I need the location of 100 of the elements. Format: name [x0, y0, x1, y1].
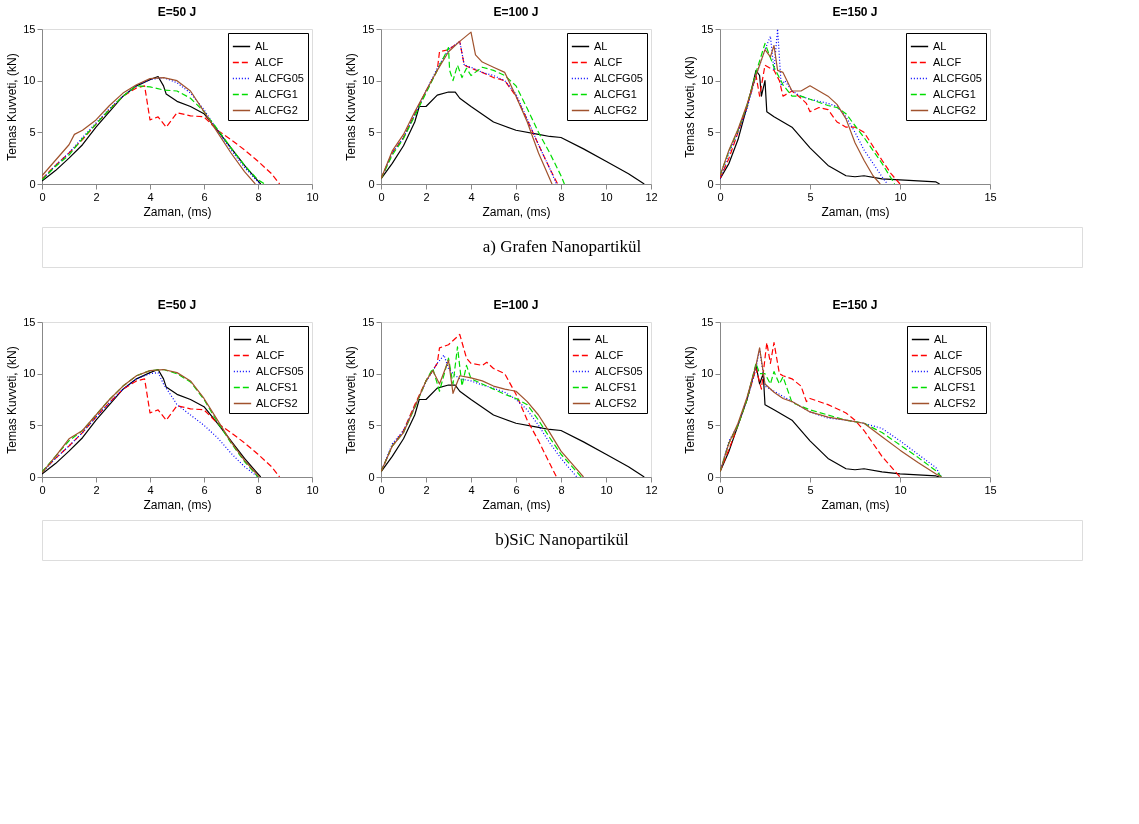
x-tick-label: 10: [894, 483, 907, 496]
x-tick-label: 8: [255, 190, 262, 203]
x-tick-label: 0: [717, 483, 724, 496]
x-tick-label: 4: [468, 483, 475, 496]
chart-title: E=50 J: [157, 298, 197, 312]
x-tick-label: 0: [39, 483, 46, 496]
x-tick-label: 6: [201, 483, 208, 496]
y-tick-label: 0: [368, 470, 375, 483]
x-tick-label: 15: [984, 483, 997, 496]
legend-label: ALCFS05: [256, 364, 304, 377]
chart-title: E=50 J: [157, 5, 197, 19]
y-tick-label: 0: [368, 177, 375, 190]
line-series: [381, 384, 645, 477]
x-axis-title: Zaman, (ms): [143, 497, 212, 512]
legend-label: ALCFS1: [256, 380, 298, 393]
y-tick-label: 0: [29, 177, 36, 190]
y-axis-title: Temas Kuvveti, (kN): [5, 346, 20, 454]
x-tick-label: 12: [645, 190, 658, 203]
text: a) Grafen Nanopartikül: [482, 237, 642, 256]
y-tick-label: 5: [368, 125, 375, 138]
y-tick-label: 0: [707, 177, 714, 190]
x-axis-title: Zaman, (ms): [821, 497, 890, 512]
y-axis-title: Temas Kuvveti, (kN): [5, 53, 20, 161]
legend-label: AL: [594, 39, 608, 52]
x-tick-label: 10: [894, 190, 907, 203]
y-tick-label: 5: [707, 418, 714, 431]
legend-label: ALCFG2: [594, 103, 637, 116]
x-tick-label: 2: [423, 190, 430, 203]
legend-label: ALCF: [256, 348, 285, 361]
x-tick-label: 8: [255, 483, 262, 496]
chart-title: E=100 J: [493, 298, 539, 312]
y-tick-label: 5: [368, 418, 375, 431]
line-series: [381, 91, 645, 184]
x-tick-label: 12: [645, 483, 658, 496]
legend-label: ALCFS05: [595, 364, 643, 377]
legend-label: ALCF: [594, 55, 623, 68]
legend-label: AL: [933, 39, 947, 52]
x-tick-label: 15: [984, 190, 997, 203]
x-axis-title: Zaman, (ms): [482, 497, 551, 512]
chart-title: E=150 J: [832, 5, 878, 19]
legend-label: ALCFG1: [255, 87, 298, 100]
legend-label: AL: [256, 332, 270, 345]
legend-label: ALCF: [933, 55, 962, 68]
x-tick-label: 5: [807, 483, 814, 496]
legend-label: ALCF: [595, 348, 624, 361]
legend-label: ALCFS2: [256, 396, 298, 409]
x-tick-label: 4: [147, 483, 154, 496]
legend-label: ALCFG1: [594, 87, 637, 100]
y-tick-label: 5: [29, 125, 36, 138]
x-tick-label: 2: [423, 483, 430, 496]
x-tick-label: 4: [468, 190, 475, 203]
legend-label: ALCFS05: [934, 364, 982, 377]
x-tick-label: 8: [558, 190, 565, 203]
y-tick-label: 5: [707, 125, 714, 138]
x-tick-label: 10: [306, 190, 319, 203]
x-tick-label: 0: [378, 190, 385, 203]
x-tick-label: 0: [39, 190, 46, 203]
y-tick-label: 15: [362, 315, 375, 328]
x-tick-label: 0: [717, 190, 724, 203]
y-tick-label: 5: [29, 418, 36, 431]
y-tick-label: 0: [29, 470, 36, 483]
x-tick-label: 5: [807, 190, 814, 203]
x-tick-label: 6: [513, 483, 520, 496]
legend-label: ALCFG05: [255, 71, 304, 84]
legend-label: ALCFS2: [595, 396, 637, 409]
legend-label: ALCFS1: [595, 380, 637, 393]
y-tick-label: 10: [701, 74, 714, 87]
text: b)SiC Nanopartikül: [495, 530, 630, 549]
legend-label: ALCFG05: [594, 71, 643, 84]
y-tick-label: 10: [701, 367, 714, 380]
y-axis-title: Temas Kuvveti, (kN): [344, 346, 359, 454]
y-axis-title: Temas Kuveti, (kN): [683, 56, 698, 158]
legend-label: ALCFS2: [934, 396, 976, 409]
y-tick-label: 15: [23, 315, 36, 328]
y-tick-label: 15: [23, 22, 36, 35]
line-series: [720, 64, 901, 184]
legend-label: AL: [255, 39, 269, 52]
legend-label: AL: [934, 332, 948, 345]
y-tick-label: 15: [701, 315, 714, 328]
chart-title: E=150 J: [832, 298, 878, 312]
y-axis-title: Temas Kuvveti, (kN): [683, 346, 698, 454]
legend-label: ALCFG2: [933, 103, 976, 116]
legend-label: AL: [595, 332, 609, 345]
line-series: [720, 342, 901, 477]
y-tick-label: 10: [23, 74, 36, 87]
legend-label: ALCFS1: [934, 380, 976, 393]
y-tick-label: 15: [362, 22, 375, 35]
x-tick-label: 6: [201, 190, 208, 203]
y-tick-label: 0: [707, 470, 714, 483]
x-tick-label: 10: [600, 190, 613, 203]
legend-label: ALCF: [255, 55, 284, 68]
x-tick-label: 10: [600, 483, 613, 496]
x-tick-label: 10: [306, 483, 319, 496]
y-tick-label: 15: [701, 22, 714, 35]
y-tick-label: 10: [23, 367, 36, 380]
x-axis-title: Zaman, (ms): [143, 204, 212, 219]
y-tick-label: 10: [362, 74, 375, 87]
x-tick-label: 6: [513, 190, 520, 203]
chart-title: E=100 J: [493, 5, 539, 19]
legend-label: ALCF: [934, 348, 963, 361]
